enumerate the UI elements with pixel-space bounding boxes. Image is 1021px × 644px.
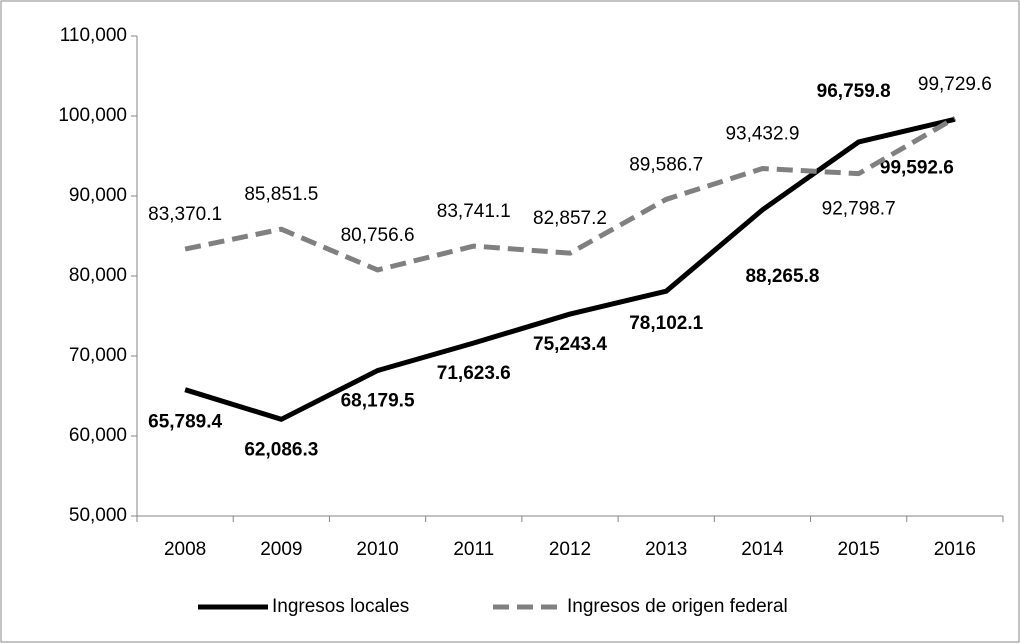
y-tick-label: 110,000 (60, 25, 127, 46)
data-label: 99,729.6 (918, 74, 992, 95)
y-tick-label: 100,000 (58, 105, 127, 126)
y-tick-label: 50,000 (69, 505, 127, 526)
x-tick-label: 2008 (164, 539, 206, 560)
data-label: 75,243.4 (533, 334, 607, 355)
x-tick-label: 2016 (934, 539, 976, 560)
data-label: 80,756.6 (341, 225, 415, 246)
data-label: 99,592.6 (880, 157, 954, 178)
x-tick-label: 2012 (549, 539, 591, 560)
data-label: 65,789.4 (148, 412, 222, 433)
data-label: 83,370.1 (148, 204, 222, 225)
y-tick-label: 60,000 (69, 425, 127, 446)
x-tick-label: 2015 (838, 539, 880, 560)
x-tick-label: 2010 (356, 539, 398, 560)
data-label: 92,798.7 (822, 199, 896, 220)
data-label: 83,741.1 (437, 201, 511, 222)
data-label: 71,623.6 (437, 363, 511, 384)
data-label: 68,179.5 (341, 391, 415, 412)
data-label: 88,265.8 (745, 266, 819, 287)
x-tick-label: 2011 (453, 539, 494, 560)
legend-label: Ingresos de origen federal (567, 596, 788, 617)
x-tick-label: 2009 (260, 539, 302, 560)
data-label: 96,759.8 (817, 81, 891, 102)
data-label: 89,586.7 (629, 154, 703, 175)
line-series (184, 116, 956, 422)
data-label: 85,851.5 (244, 184, 318, 205)
y-tick-label: 70,000 (69, 345, 127, 366)
data-label: 78,102.1 (629, 313, 703, 334)
data-label: 62,086.3 (244, 439, 318, 460)
line-series (184, 115, 957, 273)
legend-label: Ingresos locales (272, 596, 409, 617)
y-tick-label: 80,000 (69, 265, 127, 286)
data-label: 93,432.9 (725, 124, 799, 145)
data-label: 82,857.2 (533, 208, 607, 229)
x-tick-label: 2013 (645, 539, 687, 560)
y-tick-label: 90,000 (69, 185, 127, 206)
x-tick-label: 2014 (741, 539, 784, 560)
